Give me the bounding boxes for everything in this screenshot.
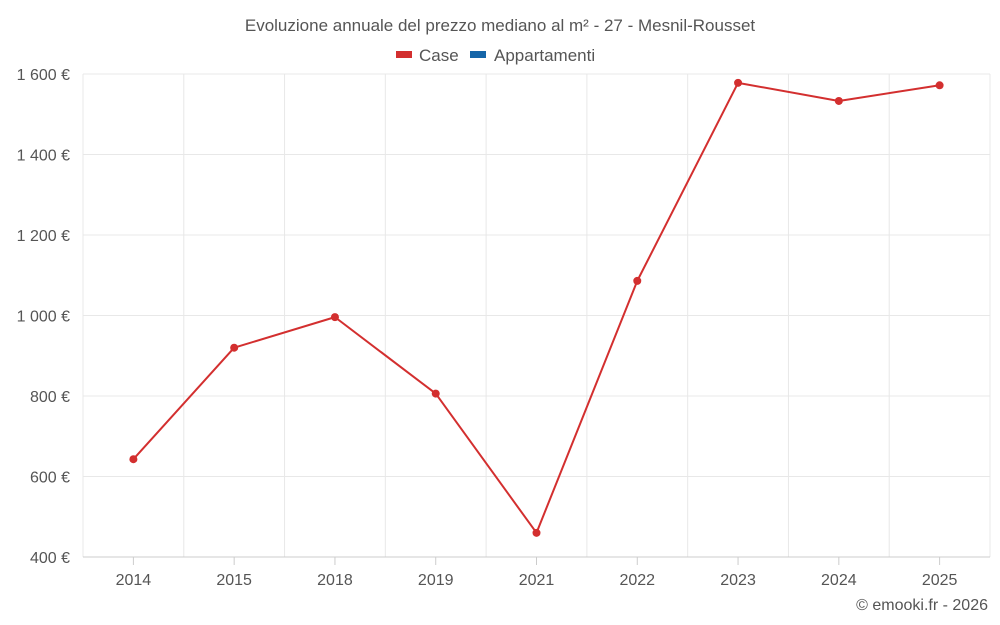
x-tick-label: 2022 [619,572,655,589]
x-tick-label: 2021 [519,572,555,589]
x-tick-label: 2025 [922,572,958,589]
y-tick-label: 1 000 € [17,309,70,326]
gridlines [82,73,991,557]
y-tick-label: 1 600 € [17,67,70,84]
axes: 400 € 600 € 800 € 1 000 € 1 200 € 1 400 € 1 60… [17,67,990,589]
x-tick-label: 2014 [116,572,152,589]
data-point-case-2024[interactable] [834,96,843,105]
y-tick-label: 400 € [30,550,70,567]
credit-text: © emooki.fr - 2026 [856,597,988,614]
data-point-case-2018[interactable] [330,313,339,322]
legend-item-case[interactable]: Case [396,46,459,65]
x-tick-label: 2015 [216,572,252,589]
legend-label-appartamenti: Appartamenti [494,46,595,65]
legend: Case Appartamenti [396,46,595,65]
y-tick-label: 800 € [30,389,70,406]
data-point-case-2015[interactable] [230,343,239,352]
legend-swatch-case [396,51,412,58]
legend-swatch-appartamenti [470,51,486,58]
x-tick-label: 2024 [821,572,857,589]
data-point-case-2025[interactable] [935,81,944,90]
y-tick-label: 600 € [30,470,70,487]
x-tick-label: 2023 [720,572,756,589]
data-point-case-2022[interactable] [633,276,642,285]
legend-item-appartamenti[interactable]: Appartamenti [470,46,595,65]
data-point-case-2019[interactable] [431,389,440,398]
data-point-case-2023[interactable] [734,78,743,87]
series-case [129,78,944,537]
x-tick-label: 2019 [418,572,454,589]
legend-label-case: Case [419,46,459,65]
data-point-case-2014[interactable] [129,455,138,464]
y-tick-label: 1 400 € [17,148,70,165]
x-tick-label: 2018 [317,572,353,589]
chart-title: Evoluzione annuale del prezzo mediano al… [245,16,756,35]
y-tick-label: 1 200 € [17,228,70,245]
series-line-case [132,81,940,534]
data-point-case-2021[interactable] [532,528,541,537]
